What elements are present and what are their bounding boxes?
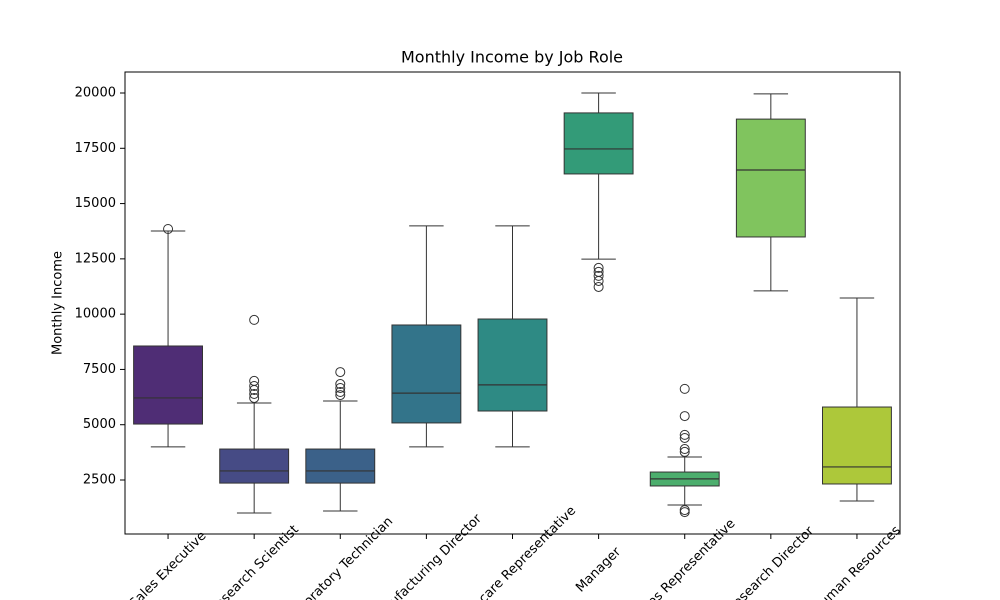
outlier — [249, 314, 260, 325]
y-tick-label: 2500 — [83, 472, 116, 487]
box — [391, 324, 462, 424]
y-tick-label: 7500 — [83, 362, 116, 377]
box — [133, 345, 203, 425]
x-tick-label: Manager — [573, 544, 624, 595]
outlier — [249, 375, 260, 386]
x-tick-label: Sales Representative — [631, 516, 738, 600]
outlier — [249, 388, 260, 399]
chart-title: Monthly Income by Job Role — [401, 48, 623, 67]
y-tick-label: 12500 — [75, 251, 116, 266]
outlier — [593, 262, 604, 273]
y-tick-label: 15000 — [75, 196, 116, 211]
y-tick-label: 20000 — [75, 86, 116, 101]
plot-area: 2500 5000 7500 10000 12500 15000 17500 20000 Sal… — [75, 86, 904, 600]
outlier — [679, 446, 690, 457]
outlier — [679, 429, 690, 440]
outlier — [249, 392, 260, 403]
outlier — [679, 432, 690, 443]
outlier — [679, 383, 690, 394]
outlier — [593, 270, 604, 281]
outlier — [249, 381, 260, 392]
outlier — [593, 266, 604, 277]
x-tick-label: Laboratory Technician — [284, 514, 396, 600]
outlier — [163, 224, 174, 235]
outlier — [335, 367, 346, 378]
x-tick-label: Sales Executive — [127, 529, 210, 600]
box — [477, 318, 548, 412]
outlier — [335, 390, 346, 401]
outlier — [679, 411, 690, 422]
outlier — [593, 281, 604, 292]
outlier — [679, 505, 690, 516]
y-tick-label: 17500 — [75, 141, 116, 156]
outlier — [249, 384, 260, 395]
box — [822, 406, 892, 485]
x-tick-label: Healthcare Representative — [446, 503, 579, 600]
outlier — [679, 507, 690, 518]
outlier — [335, 383, 346, 394]
box — [735, 118, 806, 238]
outlier — [335, 386, 346, 397]
box — [305, 448, 376, 484]
y-axis-label: Monthly Income — [51, 251, 66, 355]
outlier — [593, 275, 604, 286]
y-tick-label: 10000 — [75, 307, 116, 322]
box — [563, 112, 634, 175]
y-tick-label: 5000 — [83, 417, 116, 432]
box — [219, 448, 290, 484]
outlier — [679, 444, 690, 455]
plot-frame — [124, 71, 901, 535]
outlier — [335, 379, 346, 390]
